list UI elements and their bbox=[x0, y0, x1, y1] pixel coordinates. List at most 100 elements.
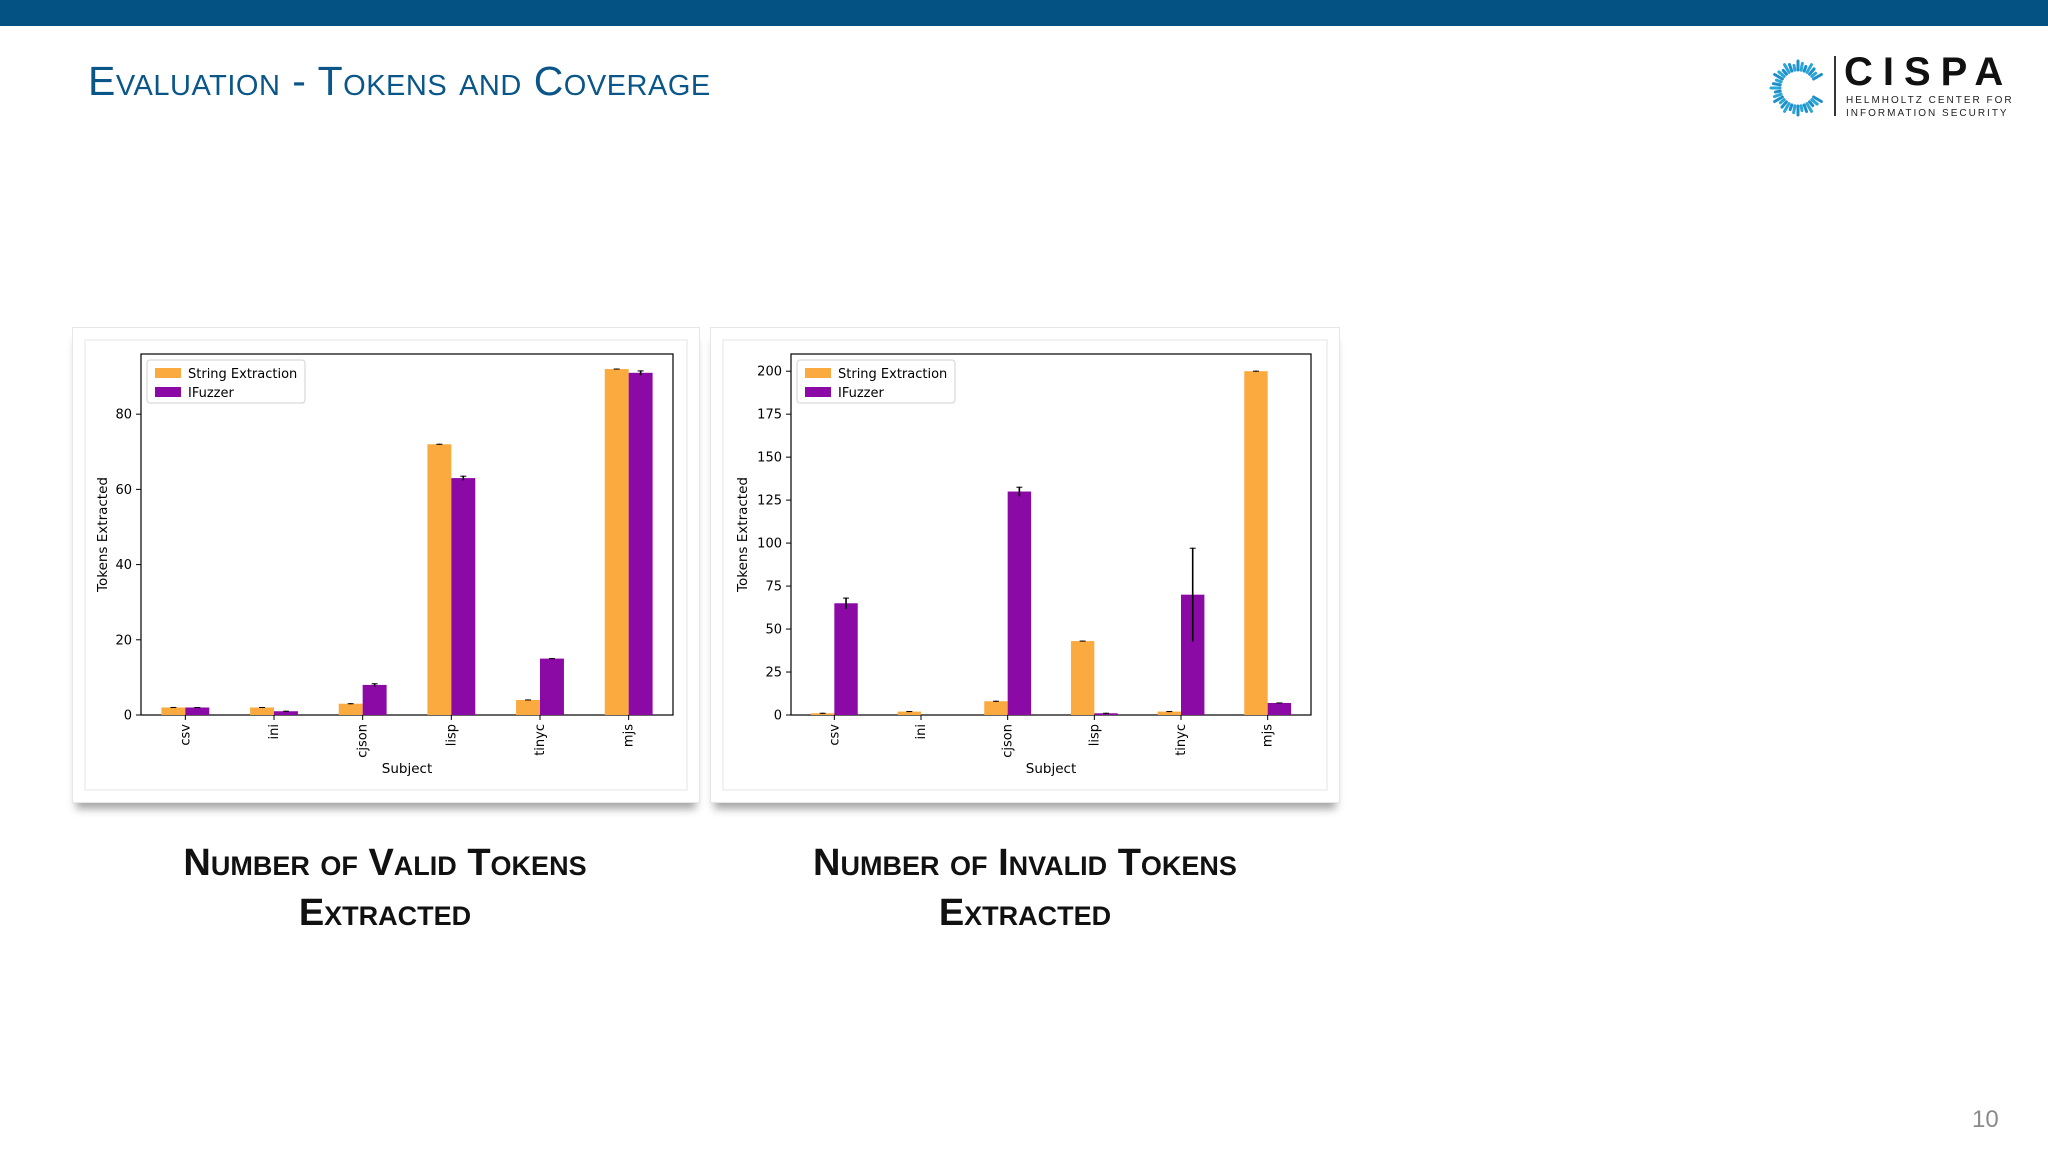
legend-swatch-string-extraction bbox=[155, 368, 181, 378]
ring-segment bbox=[1777, 70, 1786, 78]
ring-segment bbox=[1773, 95, 1784, 103]
y-tick-label: 125 bbox=[757, 494, 782, 509]
y-tick-label: 175 bbox=[757, 408, 782, 423]
x-tick-label: tinyc bbox=[533, 724, 548, 756]
bar-ini-string-extraction bbox=[250, 707, 274, 715]
bar-csv-string-extraction bbox=[161, 707, 186, 715]
ring-segment bbox=[1799, 61, 1804, 72]
top-accent-bar bbox=[0, 0, 2048, 26]
ring-segment bbox=[1805, 63, 1813, 74]
x-tick-label: mjs bbox=[1261, 724, 1276, 747]
bar-mjs-ifuzzer bbox=[1267, 702, 1292, 715]
logo-subtitle-line2: INFORMATION SECURITY bbox=[1846, 108, 2009, 119]
logo-wordmark: CISPA bbox=[1844, 50, 2014, 94]
y-tick-label: 20 bbox=[115, 633, 132, 648]
legend-label: IFuzzer bbox=[838, 386, 884, 401]
cispa-ring-icon bbox=[1769, 59, 1823, 117]
bar-mjs-string-extraction bbox=[604, 369, 629, 715]
bar-mjs-string-extraction bbox=[1244, 371, 1268, 715]
bar-lisp-string-extraction bbox=[427, 444, 452, 715]
ring-segment bbox=[1802, 103, 1809, 113]
x-tick-label: mjs bbox=[622, 724, 637, 747]
plot-area bbox=[140, 353, 674, 716]
ring-segment bbox=[1805, 102, 1813, 113]
legend-label: String Extraction bbox=[838, 367, 947, 382]
y-tick-label: 75 bbox=[765, 580, 782, 595]
ring-segment bbox=[1771, 82, 1782, 87]
bar-lisp-ifuzzer bbox=[1094, 713, 1118, 715]
ring-segment bbox=[1799, 104, 1804, 113]
plot-area bbox=[790, 353, 1312, 716]
valid-tokens-figure: 0 20 40 60 80 csv ini cjson lisp tinyc mjs Subject T… bbox=[72, 327, 700, 803]
legend-label: IFuzzer bbox=[188, 386, 234, 401]
x-tick-label: csv bbox=[827, 724, 842, 746]
bar-cjson-string-extraction bbox=[338, 703, 363, 715]
y-axis-label: Tokens Extracted bbox=[735, 477, 751, 593]
ring-segment bbox=[1783, 63, 1791, 74]
bar-mjs-ifuzzer bbox=[628, 372, 653, 715]
legend-label: String Extraction bbox=[188, 367, 297, 382]
y-axis-label: Tokens Extracted bbox=[95, 477, 111, 593]
logo-subtitle-line1: HELMHOLTZ CENTER FOR bbox=[1846, 95, 2014, 106]
logo-divider bbox=[1834, 56, 1836, 116]
ring-segment bbox=[1780, 100, 1788, 109]
ring-segment bbox=[1810, 98, 1819, 106]
ring-segment bbox=[1773, 89, 1782, 94]
ring-segment bbox=[1778, 98, 1786, 105]
x-axis-label: Subject bbox=[1026, 761, 1076, 777]
ring-segment bbox=[1808, 100, 1815, 108]
legend-swatch-ifuzzer bbox=[155, 387, 181, 397]
x-tick-label: lisp bbox=[1087, 724, 1102, 746]
bar-tinyc-ifuzzer bbox=[540, 658, 564, 715]
bar-tinyc-string-extraction bbox=[516, 699, 540, 715]
y-tick-label: 0 bbox=[774, 709, 782, 724]
bar-ini-ifuzzer bbox=[274, 711, 298, 715]
y-tick-label: 80 bbox=[115, 408, 132, 423]
ring-segment bbox=[1783, 102, 1791, 113]
ring-segment bbox=[1792, 63, 1797, 72]
bar-lisp-string-extraction bbox=[1070, 641, 1095, 715]
ring-segment bbox=[1812, 95, 1823, 103]
y-tick-label: 150 bbox=[757, 451, 782, 466]
bar-tinyc-ifuzzer bbox=[1181, 594, 1205, 715]
ring-segment bbox=[1781, 68, 1788, 76]
invalid-tokens-chart: 0 25 50 75 100 125 150 175 200 csv ini cjson lisp tin… bbox=[722, 339, 1328, 791]
ring-segment bbox=[1802, 64, 1808, 73]
bar-ini-string-extraction bbox=[897, 711, 921, 715]
legend bbox=[146, 359, 306, 404]
x-tick-label: cjson bbox=[1001, 724, 1016, 758]
x-axis-label: Subject bbox=[382, 761, 432, 777]
figure-frame bbox=[84, 339, 688, 791]
bar-lisp-ifuzzer bbox=[451, 478, 476, 715]
ring-segment bbox=[1792, 104, 1797, 115]
legend-swatch-string-extraction bbox=[805, 368, 831, 378]
invalid-tokens-figure: 0 25 50 75 100 125 150 175 200 csv ini cjson lisp tin… bbox=[710, 327, 1340, 803]
bar-cjson-ifuzzer bbox=[1007, 491, 1032, 715]
bar-csv-ifuzzer bbox=[834, 603, 858, 715]
y-tick-label: 50 bbox=[765, 623, 782, 638]
ring-segment bbox=[1773, 92, 1783, 99]
bar-cjson-ifuzzer bbox=[362, 684, 387, 715]
x-tick-label: cjson bbox=[356, 724, 371, 758]
ring-segment bbox=[1810, 71, 1818, 78]
valid-tokens-chart: 0 20 40 60 80 csv ini cjson lisp tinyc mjs Subject T… bbox=[84, 339, 688, 791]
y-tick-label: 200 bbox=[757, 365, 782, 380]
y-tick-label: 0 bbox=[124, 709, 132, 724]
y-tick-label: 40 bbox=[115, 558, 132, 573]
y-tick-label: 25 bbox=[765, 666, 782, 681]
bar-tinyc-string-extraction bbox=[1157, 711, 1181, 715]
valid-tokens-caption: Number of Valid Tokens Extracted bbox=[183, 842, 587, 934]
ring-segment bbox=[1788, 103, 1794, 112]
invalid-tokens-caption: Number of Invalid Tokens Extracted bbox=[813, 842, 1237, 934]
bar-csv-ifuzzer bbox=[185, 707, 210, 715]
x-tick-label: tinyc bbox=[1174, 724, 1189, 756]
ring-segment bbox=[1773, 73, 1784, 81]
slide-title: Evaluation - Tokens and Coverage bbox=[88, 58, 711, 104]
bar-cjson-string-extraction bbox=[984, 701, 1008, 715]
y-tick-label: 100 bbox=[757, 537, 782, 552]
legend-swatch-ifuzzer bbox=[805, 387, 831, 397]
ring-segment bbox=[1808, 67, 1816, 76]
ring-segment bbox=[1787, 63, 1794, 73]
x-tick-label: ini bbox=[267, 724, 282, 739]
x-tick-label: lisp bbox=[444, 724, 459, 746]
